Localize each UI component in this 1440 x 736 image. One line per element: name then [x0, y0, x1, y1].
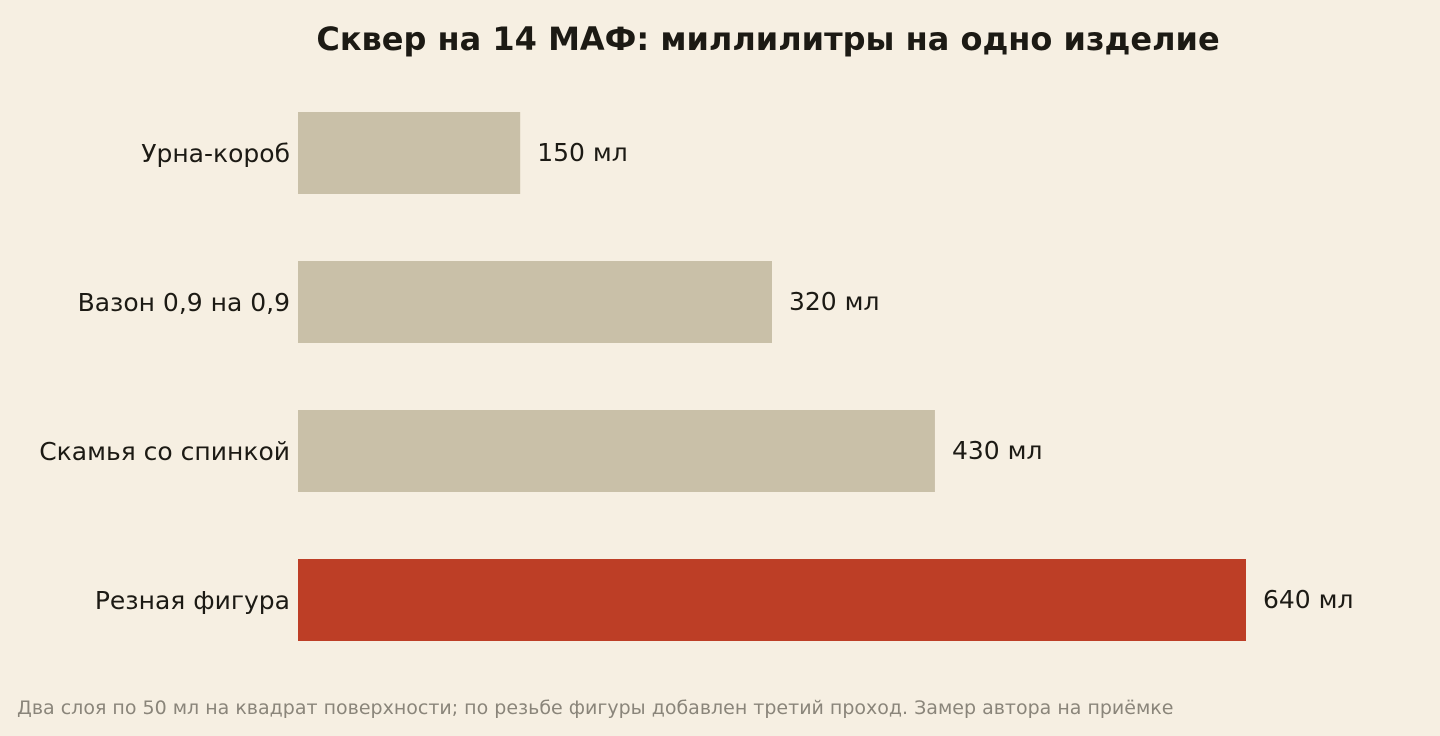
bars-layer: Урна-короб 150 мл Вазон 0,9 на 0,9 320 мл Ск… — [39, 112, 1354, 641]
category-label-1: Урна-короб — [141, 139, 290, 168]
value-label-2: 320 мл — [789, 287, 880, 316]
bar-1 — [298, 112, 521, 194]
chart-title: Сквер на 14 МАФ: миллилитры на одно изде… — [316, 20, 1219, 58]
bar-4 — [298, 559, 1246, 641]
bar-2 — [298, 261, 772, 343]
value-label-1: 150 мл — [537, 138, 628, 167]
category-label-2: Вазон 0,9 на 0,9 — [78, 288, 290, 317]
category-label-4: Резная фигура — [95, 586, 290, 615]
bar-3 — [298, 410, 935, 492]
category-label-3: Скамья со спинкой — [39, 437, 290, 466]
chart-footnote: Два слоя по 50 мл на квадрат поверхности… — [17, 697, 1173, 719]
value-label-3: 430 мл — [952, 436, 1043, 465]
value-label-4: 640 мл — [1263, 585, 1354, 614]
